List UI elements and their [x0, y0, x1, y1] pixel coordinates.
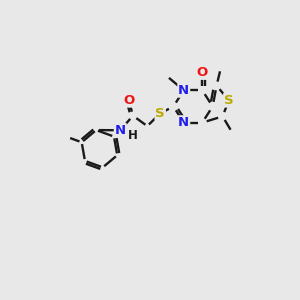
Text: O: O — [123, 94, 134, 107]
Text: N: N — [178, 116, 189, 129]
Text: N: N — [115, 124, 126, 137]
Text: H: H — [128, 129, 138, 142]
Text: N: N — [178, 84, 189, 97]
Text: O: O — [196, 66, 208, 79]
Text: S: S — [224, 94, 234, 107]
Text: S: S — [155, 107, 165, 120]
